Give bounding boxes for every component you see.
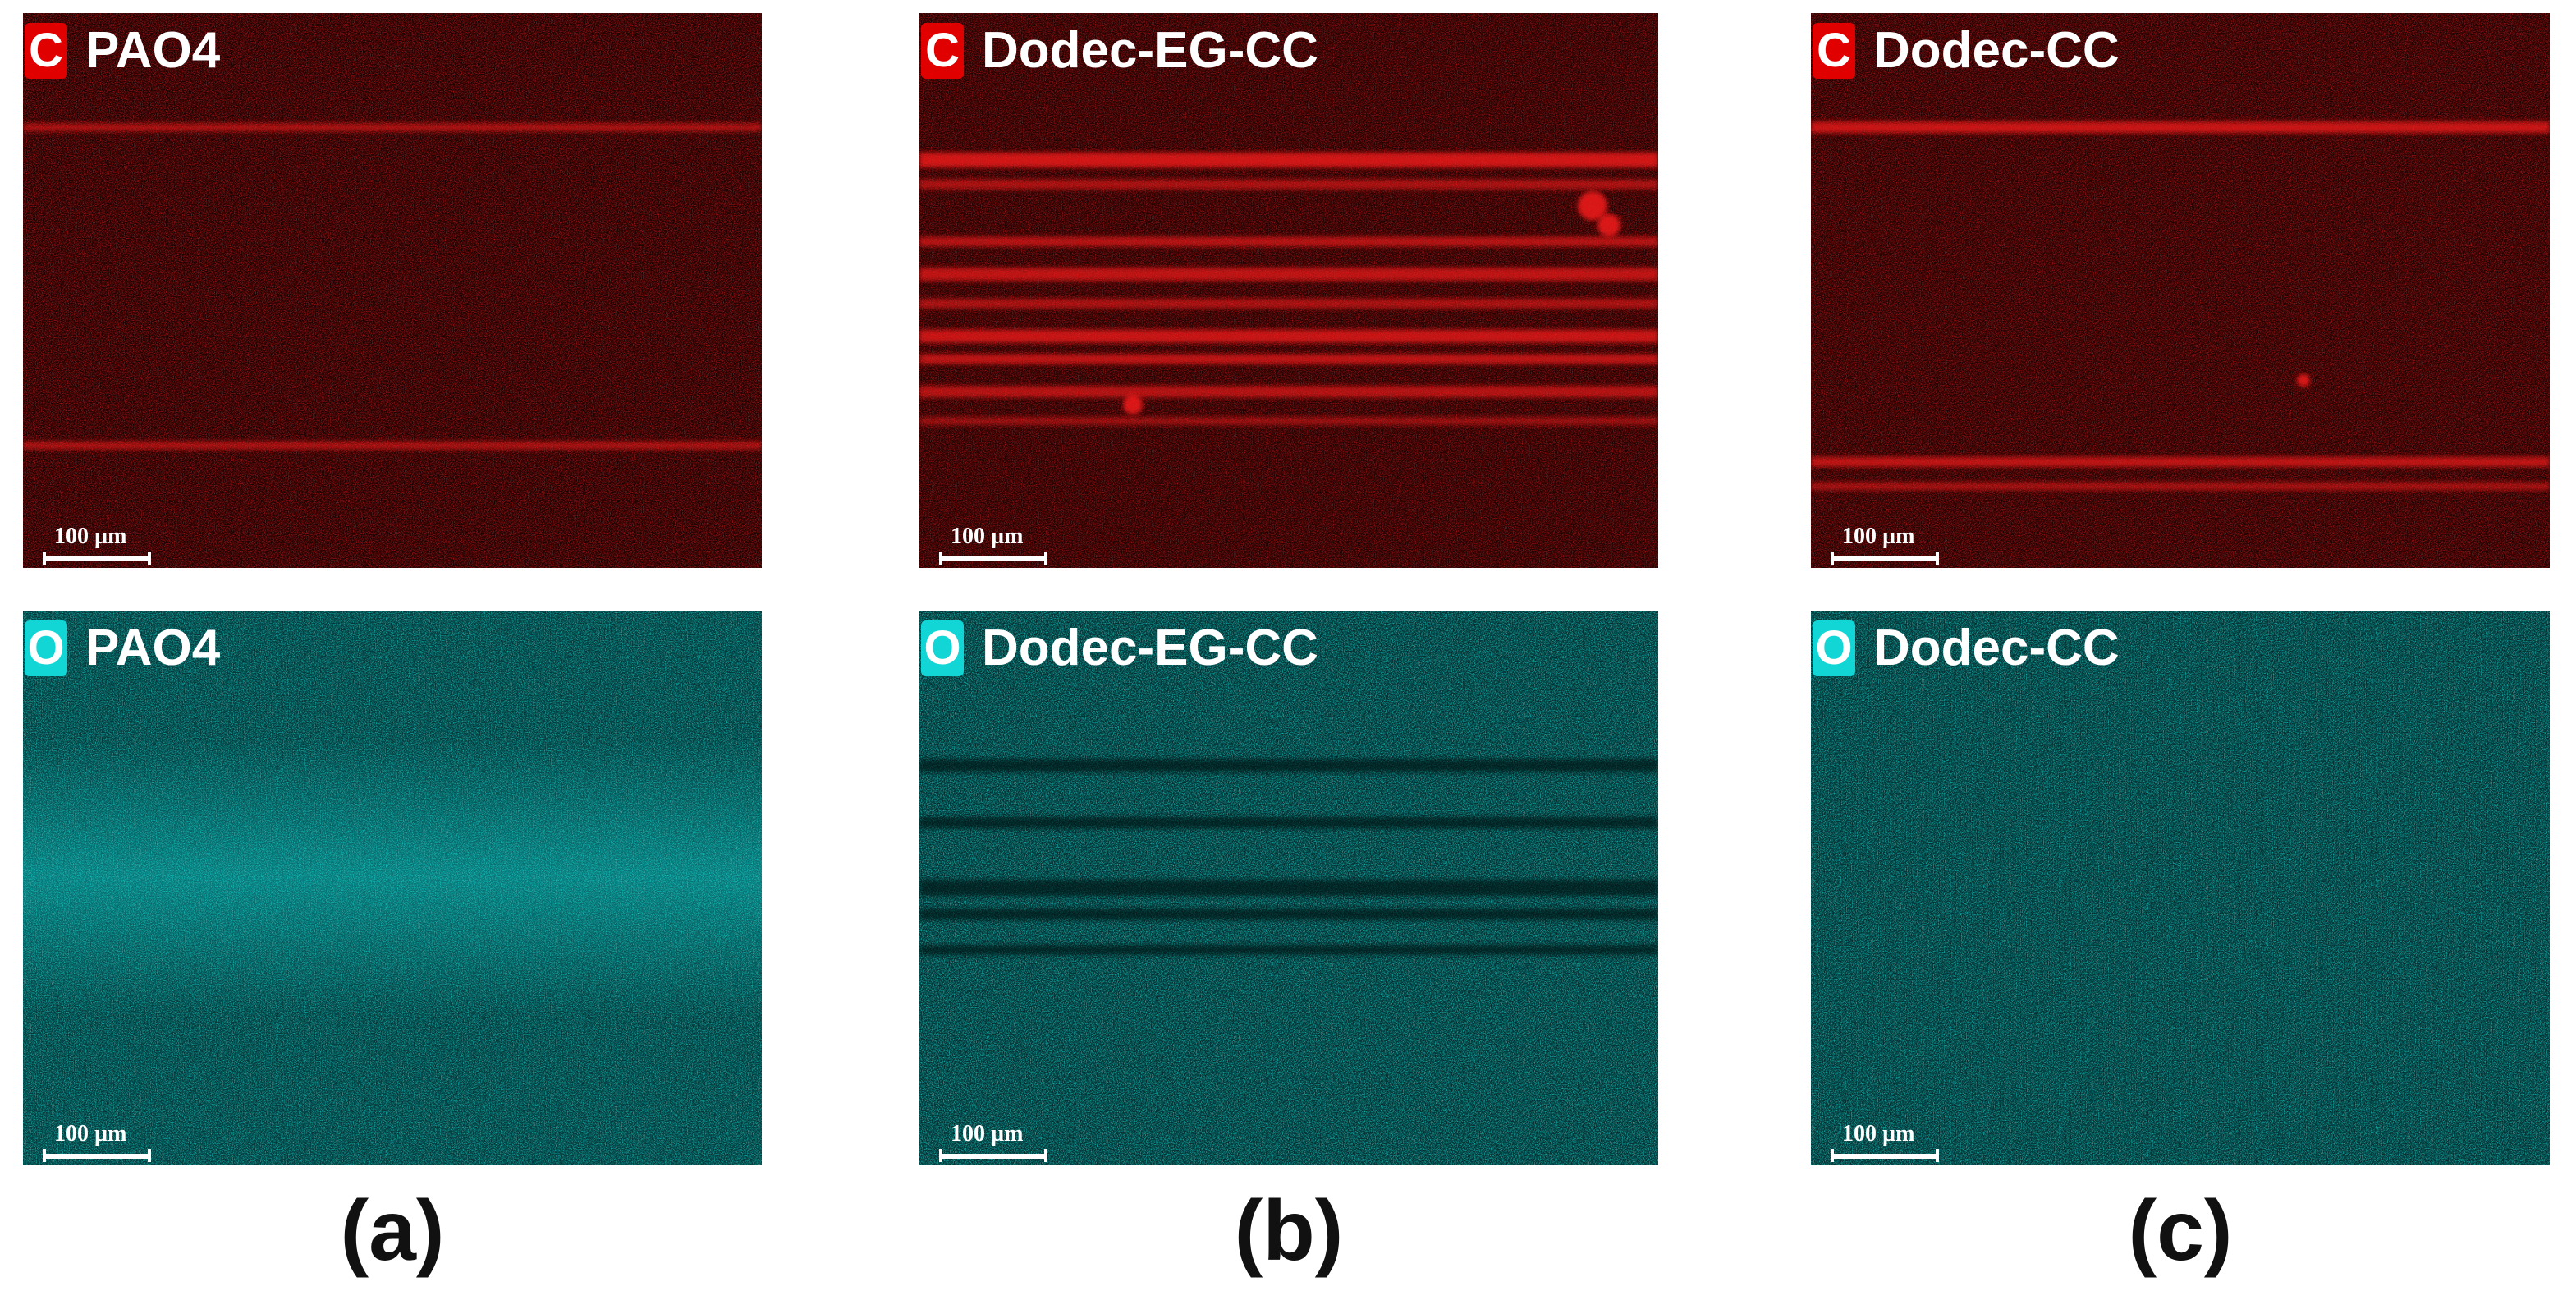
sample-label: PAO4 [85,22,221,79]
oxygen-map-image [1811,611,2550,1165]
eds-map-c-pao4: C PAO4 100 µm [23,13,762,568]
carbon-map-image [919,13,1658,568]
carbon-badge: C [25,23,67,79]
sample-label: Dodec-CC [1873,620,2120,676]
oxygen-map-image [919,611,1658,1165]
oxygen-badge: O [921,620,964,676]
eds-map-c-dodec-cc: C Dodec-CC 100 µm [1811,13,2550,568]
scale-bar-label: 100 µm [1842,1121,1915,1147]
scale-bar [939,552,1047,565]
scale-bar [1831,552,1939,565]
scale-bar [43,552,151,565]
eds-map-c-dodec-eg-cc: C Dodec-EG-CC 100 µm [919,13,1658,568]
oxygen-map-image [23,611,762,1165]
scale-bar-label: 100 µm [1842,524,1915,549]
sample-label: Dodec-EG-CC [982,620,1318,676]
eds-map-o-pao4: O PAO4 100 µm [23,611,762,1165]
scale-bar-label: 100 µm [951,524,1024,549]
scale-bar [939,1149,1047,1162]
eds-map-o-dodec-eg-cc: O Dodec-EG-CC 100 µm [919,611,1658,1165]
oxygen-badge: O [1813,620,1855,676]
carbon-map-image [1811,13,2550,568]
carbon-badge: C [921,23,964,79]
caption-a: (a) [340,1183,445,1279]
carbon-map-image [23,13,762,568]
oxygen-badge: O [25,620,67,676]
caption-c: (c) [2128,1183,2233,1279]
sample-label: Dodec-CC [1873,22,2120,79]
eds-map-o-dodec-cc: O Dodec-CC 100 µm [1811,611,2550,1165]
scale-bar [43,1149,151,1162]
scale-bar [1831,1149,1939,1162]
sample-label: Dodec-EG-CC [982,22,1318,79]
scale-bar-label: 100 µm [54,1121,127,1147]
scale-bar-label: 100 µm [951,1121,1024,1147]
sample-label: PAO4 [85,620,221,676]
caption-b: (b) [1234,1183,1344,1279]
carbon-badge: C [1813,23,1855,79]
scale-bar-label: 100 µm [54,524,127,549]
